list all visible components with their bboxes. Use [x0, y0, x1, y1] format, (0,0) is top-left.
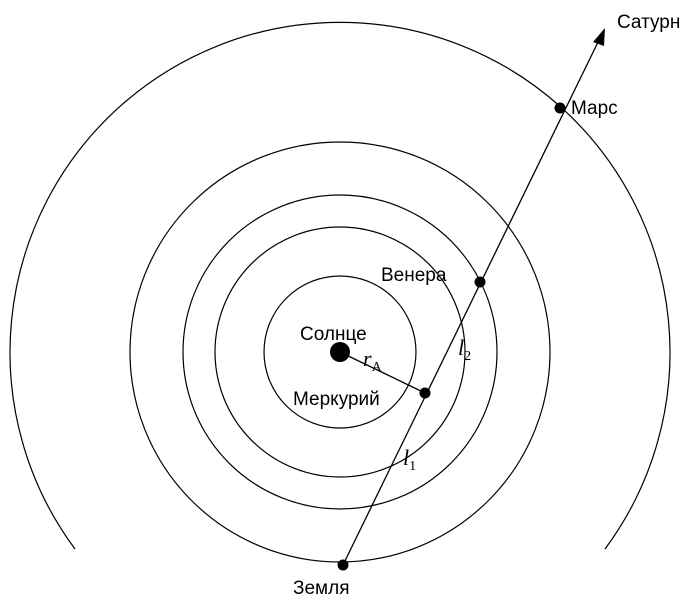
orbit [182, 194, 498, 510]
earth-point [337, 559, 349, 571]
earth-label: Земля [293, 578, 349, 599]
sun [330, 342, 350, 362]
venus-point [474, 276, 486, 288]
radius-subscript: A [372, 360, 383, 375]
sight-line [342, 37, 601, 566]
arrow-head [593, 28, 605, 46]
outer-arc [9, 21, 671, 550]
mercury-label: Меркурий [293, 389, 380, 410]
radius-symbol: r [363, 346, 372, 371]
mars-label: Марс [571, 98, 618, 119]
l1-symbol: l [403, 445, 409, 470]
sun-label: Солнце [300, 324, 367, 345]
l1-subscript: 1 [409, 459, 416, 474]
l2-symbol: l [458, 335, 464, 360]
orbit [214, 226, 466, 478]
mars-point [554, 102, 566, 114]
saturn-label: Сатурн [617, 12, 680, 33]
radius-label: rA [363, 346, 383, 375]
venus-label: Венера [381, 265, 447, 286]
l2-label: l2 [458, 335, 471, 364]
orbit [263, 275, 417, 429]
radius-line [339, 351, 426, 394]
mercury-point [419, 387, 431, 399]
l1-label: l1 [403, 445, 416, 474]
l2-subscript: 2 [464, 349, 471, 364]
